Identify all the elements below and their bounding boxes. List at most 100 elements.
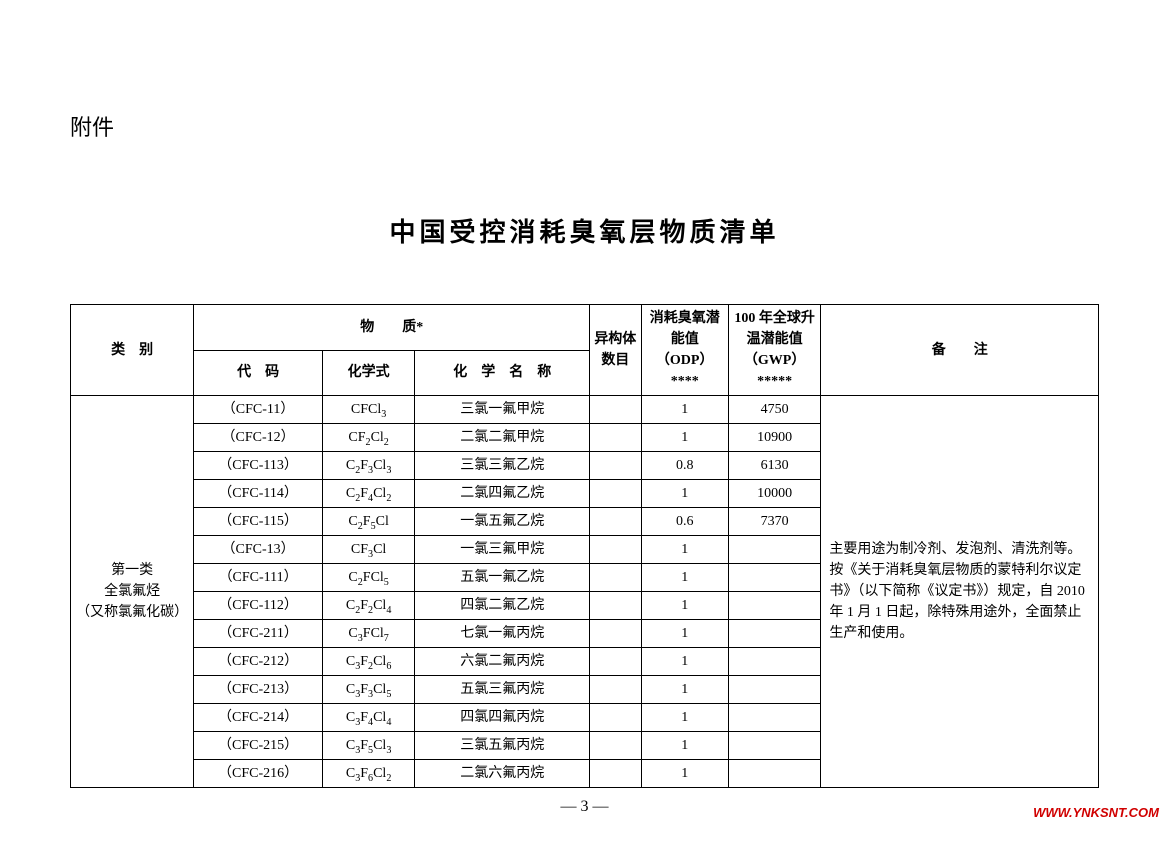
name-cell: 一氯五氟乙烷 xyxy=(415,508,590,536)
formula-cell: C2F3Cl3 xyxy=(322,452,415,480)
name-cell: 七氯一氟丙烷 xyxy=(415,620,590,648)
iso-cell xyxy=(590,508,641,536)
iso-cell xyxy=(590,732,641,760)
remark-cell: 主要用途为制冷剂、发泡剂、清洗剂等。按《关于消耗臭氧层物质的蒙特利尔议定书》（以… xyxy=(821,396,1099,788)
gwp-cell: 10000 xyxy=(728,480,821,508)
odp-cell: 1 xyxy=(641,760,728,788)
formula-cell: C3FCl7 xyxy=(322,620,415,648)
iso-cell xyxy=(590,620,641,648)
iso-cell xyxy=(590,648,641,676)
formula-cell: C3F4Cl4 xyxy=(322,704,415,732)
iso-cell xyxy=(590,480,641,508)
iso-cell xyxy=(590,424,641,452)
formula-cell: C2FCl5 xyxy=(322,564,415,592)
watermark: WWW.YNKSNT.COM xyxy=(1033,805,1159,820)
odp-cell: 1 xyxy=(641,424,728,452)
table-body: 第一类全氯氟烃（又称氯氟化碳）（CFC-11）CFCl3三氯一氟甲烷14750主… xyxy=(71,396,1099,788)
gwp-cell: 7370 xyxy=(728,508,821,536)
name-cell: 二氯六氟丙烷 xyxy=(415,760,590,788)
page-number: — 3 — xyxy=(70,798,1099,816)
code-cell: （CFC-115） xyxy=(194,508,323,536)
odp-cell: 0.8 xyxy=(641,452,728,480)
name-cell: 二氯四氟乙烷 xyxy=(415,480,590,508)
formula-cell: CFCl3 xyxy=(322,396,415,424)
table-row: 第一类全氯氟烃（又称氯氟化碳）（CFC-11）CFCl3三氯一氟甲烷14750主… xyxy=(71,396,1099,424)
odp-cell: 1 xyxy=(641,396,728,424)
odp-cell: 1 xyxy=(641,676,728,704)
iso-cell xyxy=(590,676,641,704)
gwp-cell xyxy=(728,620,821,648)
formula-cell: C3F6Cl2 xyxy=(322,760,415,788)
gwp-cell xyxy=(728,592,821,620)
code-cell: （CFC-13） xyxy=(194,536,323,564)
name-cell: 三氯三氟乙烷 xyxy=(415,452,590,480)
th-chemname: 化 学 名 称 xyxy=(415,350,590,396)
code-cell: （CFC-216） xyxy=(194,760,323,788)
th-category: 类 别 xyxy=(71,305,194,396)
name-cell: 二氯二氟甲烷 xyxy=(415,424,590,452)
code-cell: （CFC-113） xyxy=(194,452,323,480)
odp-cell: 1 xyxy=(641,648,728,676)
substance-table: 类 别 物 质* 异构体数目 消耗臭氧潜能值（ODP）**** 100 年全球升… xyxy=(70,304,1099,788)
code-cell: （CFC-212） xyxy=(194,648,323,676)
name-cell: 三氯五氟丙烷 xyxy=(415,732,590,760)
gwp-cell: 10900 xyxy=(728,424,821,452)
odp-cell: 1 xyxy=(641,620,728,648)
document-title: 中国受控消耗臭氧层物质清单 xyxy=(70,212,1099,249)
th-remark: 备 注 xyxy=(821,305,1099,396)
odp-cell: 1 xyxy=(641,480,728,508)
th-substance: 物 质* xyxy=(194,305,590,351)
code-cell: （CFC-114） xyxy=(194,480,323,508)
odp-cell: 0.6 xyxy=(641,508,728,536)
odp-cell: 1 xyxy=(641,592,728,620)
name-cell: 四氯四氟丙烷 xyxy=(415,704,590,732)
formula-cell: C2F4Cl2 xyxy=(322,480,415,508)
gwp-cell: 6130 xyxy=(728,452,821,480)
odp-cell: 1 xyxy=(641,732,728,760)
iso-cell xyxy=(590,760,641,788)
odp-cell: 1 xyxy=(641,704,728,732)
gwp-cell xyxy=(728,648,821,676)
formula-cell: CF2Cl2 xyxy=(322,424,415,452)
gwp-cell xyxy=(728,704,821,732)
code-cell: （CFC-12） xyxy=(194,424,323,452)
th-isomers: 异构体数目 xyxy=(590,305,641,396)
th-odp: 消耗臭氧潜能值（ODP）**** xyxy=(641,305,728,396)
iso-cell xyxy=(590,452,641,480)
iso-cell xyxy=(590,564,641,592)
iso-cell xyxy=(590,396,641,424)
code-cell: （CFC-11） xyxy=(194,396,323,424)
iso-cell xyxy=(590,536,641,564)
formula-cell: C3F5Cl3 xyxy=(322,732,415,760)
th-formula: 化学式 xyxy=(322,350,415,396)
attachment-label: 附件 xyxy=(70,110,1099,142)
name-cell: 四氯二氟乙烷 xyxy=(415,592,590,620)
iso-cell xyxy=(590,592,641,620)
name-cell: 三氯一氟甲烷 xyxy=(415,396,590,424)
gwp-cell xyxy=(728,760,821,788)
code-cell: （CFC-111） xyxy=(194,564,323,592)
formula-cell: CF3Cl xyxy=(322,536,415,564)
formula-cell: C2F2Cl4 xyxy=(322,592,415,620)
code-cell: （CFC-112） xyxy=(194,592,323,620)
name-cell: 五氯一氟乙烷 xyxy=(415,564,590,592)
odp-cell: 1 xyxy=(641,564,728,592)
code-cell: （CFC-214） xyxy=(194,704,323,732)
gwp-cell xyxy=(728,732,821,760)
formula-cell: C2F5Cl xyxy=(322,508,415,536)
gwp-cell xyxy=(728,676,821,704)
gwp-cell xyxy=(728,536,821,564)
formula-cell: C3F2Cl6 xyxy=(322,648,415,676)
name-cell: 一氯三氟甲烷 xyxy=(415,536,590,564)
name-cell: 六氯二氟丙烷 xyxy=(415,648,590,676)
name-cell: 五氯三氟丙烷 xyxy=(415,676,590,704)
gwp-cell xyxy=(728,564,821,592)
gwp-cell: 4750 xyxy=(728,396,821,424)
code-cell: （CFC-215） xyxy=(194,732,323,760)
iso-cell xyxy=(590,704,641,732)
category-cell: 第一类全氯氟烃（又称氯氟化碳） xyxy=(71,396,194,788)
th-code: 代 码 xyxy=(194,350,323,396)
code-cell: （CFC-211） xyxy=(194,620,323,648)
formula-cell: C3F3Cl5 xyxy=(322,676,415,704)
code-cell: （CFC-213） xyxy=(194,676,323,704)
